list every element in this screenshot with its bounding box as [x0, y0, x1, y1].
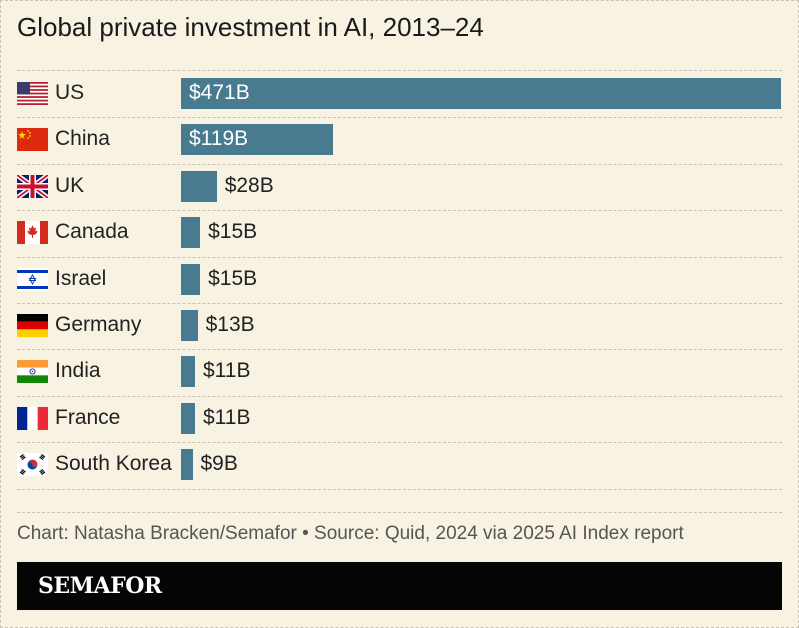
row-divider: [17, 395, 782, 397]
data-label: $15B: [208, 220, 258, 244]
category-label: UK: [55, 173, 85, 197]
bar-row: France $11B: [17, 396, 782, 442]
data-label: $15B: [208, 266, 258, 290]
category-label: Germany: [55, 313, 142, 336]
data-label: $9B: [200, 452, 238, 476]
bar: [181, 263, 201, 295]
germany-flag-icon: [17, 314, 48, 338]
category-label: India: [55, 359, 101, 383]
bar-row: Germany $13B: [17, 303, 782, 349]
row-divider: [17, 349, 782, 351]
bottom-divider: [17, 512, 782, 513]
bar: [181, 217, 201, 249]
row-divider: [17, 163, 782, 165]
bar-row: Israel $15B: [17, 257, 782, 303]
row-divider: [17, 488, 782, 490]
category-label: France: [55, 405, 121, 429]
data-label: $119B: [189, 127, 249, 151]
bar: [181, 449, 193, 481]
row-divider: [17, 256, 782, 258]
china-flag-icon: [17, 128, 48, 152]
footer-logo-bar: SEMAFOR: [17, 562, 782, 610]
source-credit: Chart: Natasha Bracken/Semafor • Source:…: [17, 523, 684, 544]
category-label: Canada: [55, 220, 129, 244]
bar: [181, 310, 198, 341]
bar-row: US $471B: [17, 71, 782, 117]
bar-row: China $119B: [17, 117, 782, 163]
india-flag-icon: [17, 360, 48, 384]
data-label: $13B: [205, 313, 255, 336]
bar: [181, 170, 217, 202]
israel-flag-icon: [17, 267, 48, 291]
chart-title: Global private investment in AI, 2013–24: [17, 12, 484, 42]
canada-flag-icon: [17, 221, 48, 245]
bar: [181, 402, 195, 434]
france-flag-icon: [17, 406, 49, 430]
bar: [181, 356, 195, 388]
semafor-logo: SEMAFOR: [38, 573, 162, 599]
data-label: $28B: [224, 173, 274, 197]
bar: [181, 124, 333, 156]
bar: [181, 78, 781, 109]
south-korea-flag-icon: [17, 453, 48, 477]
data-label: $11B: [203, 405, 251, 429]
category-label: US: [55, 81, 85, 104]
category-label: China: [55, 127, 110, 151]
bar-row: South Korea $9B: [17, 442, 782, 488]
category-label: Israel: [55, 266, 107, 290]
row-divider: [17, 70, 782, 71]
us-flag-icon: [17, 82, 48, 105]
uk-flag-icon: [15, 172, 50, 200]
row-divider: [17, 303, 782, 304]
row-divider: [17, 442, 782, 444]
data-label: $11B: [203, 359, 251, 383]
bar-row: India $11B: [17, 349, 782, 395]
bar-row: UK $28B: [15, 164, 782, 210]
row-divider: [17, 117, 782, 119]
row-divider: [17, 210, 782, 212]
category-label: South Korea: [55, 452, 172, 476]
bar-row: Canada $15B: [17, 210, 782, 256]
data-label: $471B: [189, 81, 250, 104]
